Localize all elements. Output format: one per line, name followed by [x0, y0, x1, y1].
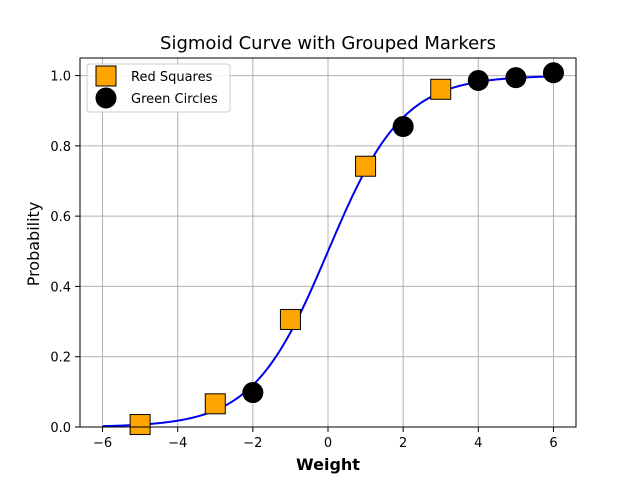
legend-label-red-squares: Red Squares	[131, 70, 213, 85]
data-point-square	[279, 308, 301, 330]
x-tick-label: 6	[549, 436, 557, 451]
y-tick-label: 0.6	[50, 210, 71, 225]
legend-marker-red-squares	[95, 65, 117, 87]
chart-title: Sigmoid Curve with Grouped Markers	[160, 33, 496, 54]
x-tick-label: −4	[168, 436, 187, 451]
x-tick-label: −6	[93, 436, 112, 451]
legend-marker-green-circles	[95, 87, 117, 109]
legend-label-green-circles: Green Circles	[131, 92, 218, 107]
data-point-circle	[505, 67, 527, 89]
data-point-square	[129, 414, 151, 436]
data-point-circle	[392, 116, 414, 138]
legend-box	[86, 63, 231, 113]
x-axis-label: Weight	[296, 455, 360, 474]
y-tick-label: 0.4	[50, 280, 71, 295]
y-tick-label: 0.0	[50, 421, 71, 436]
y-axis: 0.0 0.2 0.4 0.6 0.8 1.0	[50, 70, 80, 436]
data-point-square	[430, 78, 452, 100]
data-point-circle	[467, 69, 489, 91]
data-point-circle	[242, 382, 264, 404]
x-tick-label: 4	[474, 436, 482, 451]
x-axis: −6 −4 −2 0 2 4 6	[93, 427, 558, 451]
data-point-circle	[542, 62, 564, 84]
x-tick-label: −2	[243, 436, 262, 451]
legend: Red Squares Green Circles	[86, 63, 231, 113]
marker-layer	[129, 62, 564, 436]
y-axis-label: Probability	[24, 202, 43, 287]
plot-area: −6 −4 −2 0 2 4 6 0.0 0.2 0.4 0.6 0.8 1.0	[50, 57, 577, 451]
x-tick-label: 0	[324, 436, 332, 451]
y-tick-label: 0.8	[50, 140, 71, 155]
y-tick-label: 1.0	[50, 70, 71, 85]
data-point-square	[204, 393, 226, 415]
x-tick-label: 2	[399, 436, 407, 451]
data-point-square	[355, 155, 377, 177]
y-tick-label: 0.2	[50, 351, 71, 366]
